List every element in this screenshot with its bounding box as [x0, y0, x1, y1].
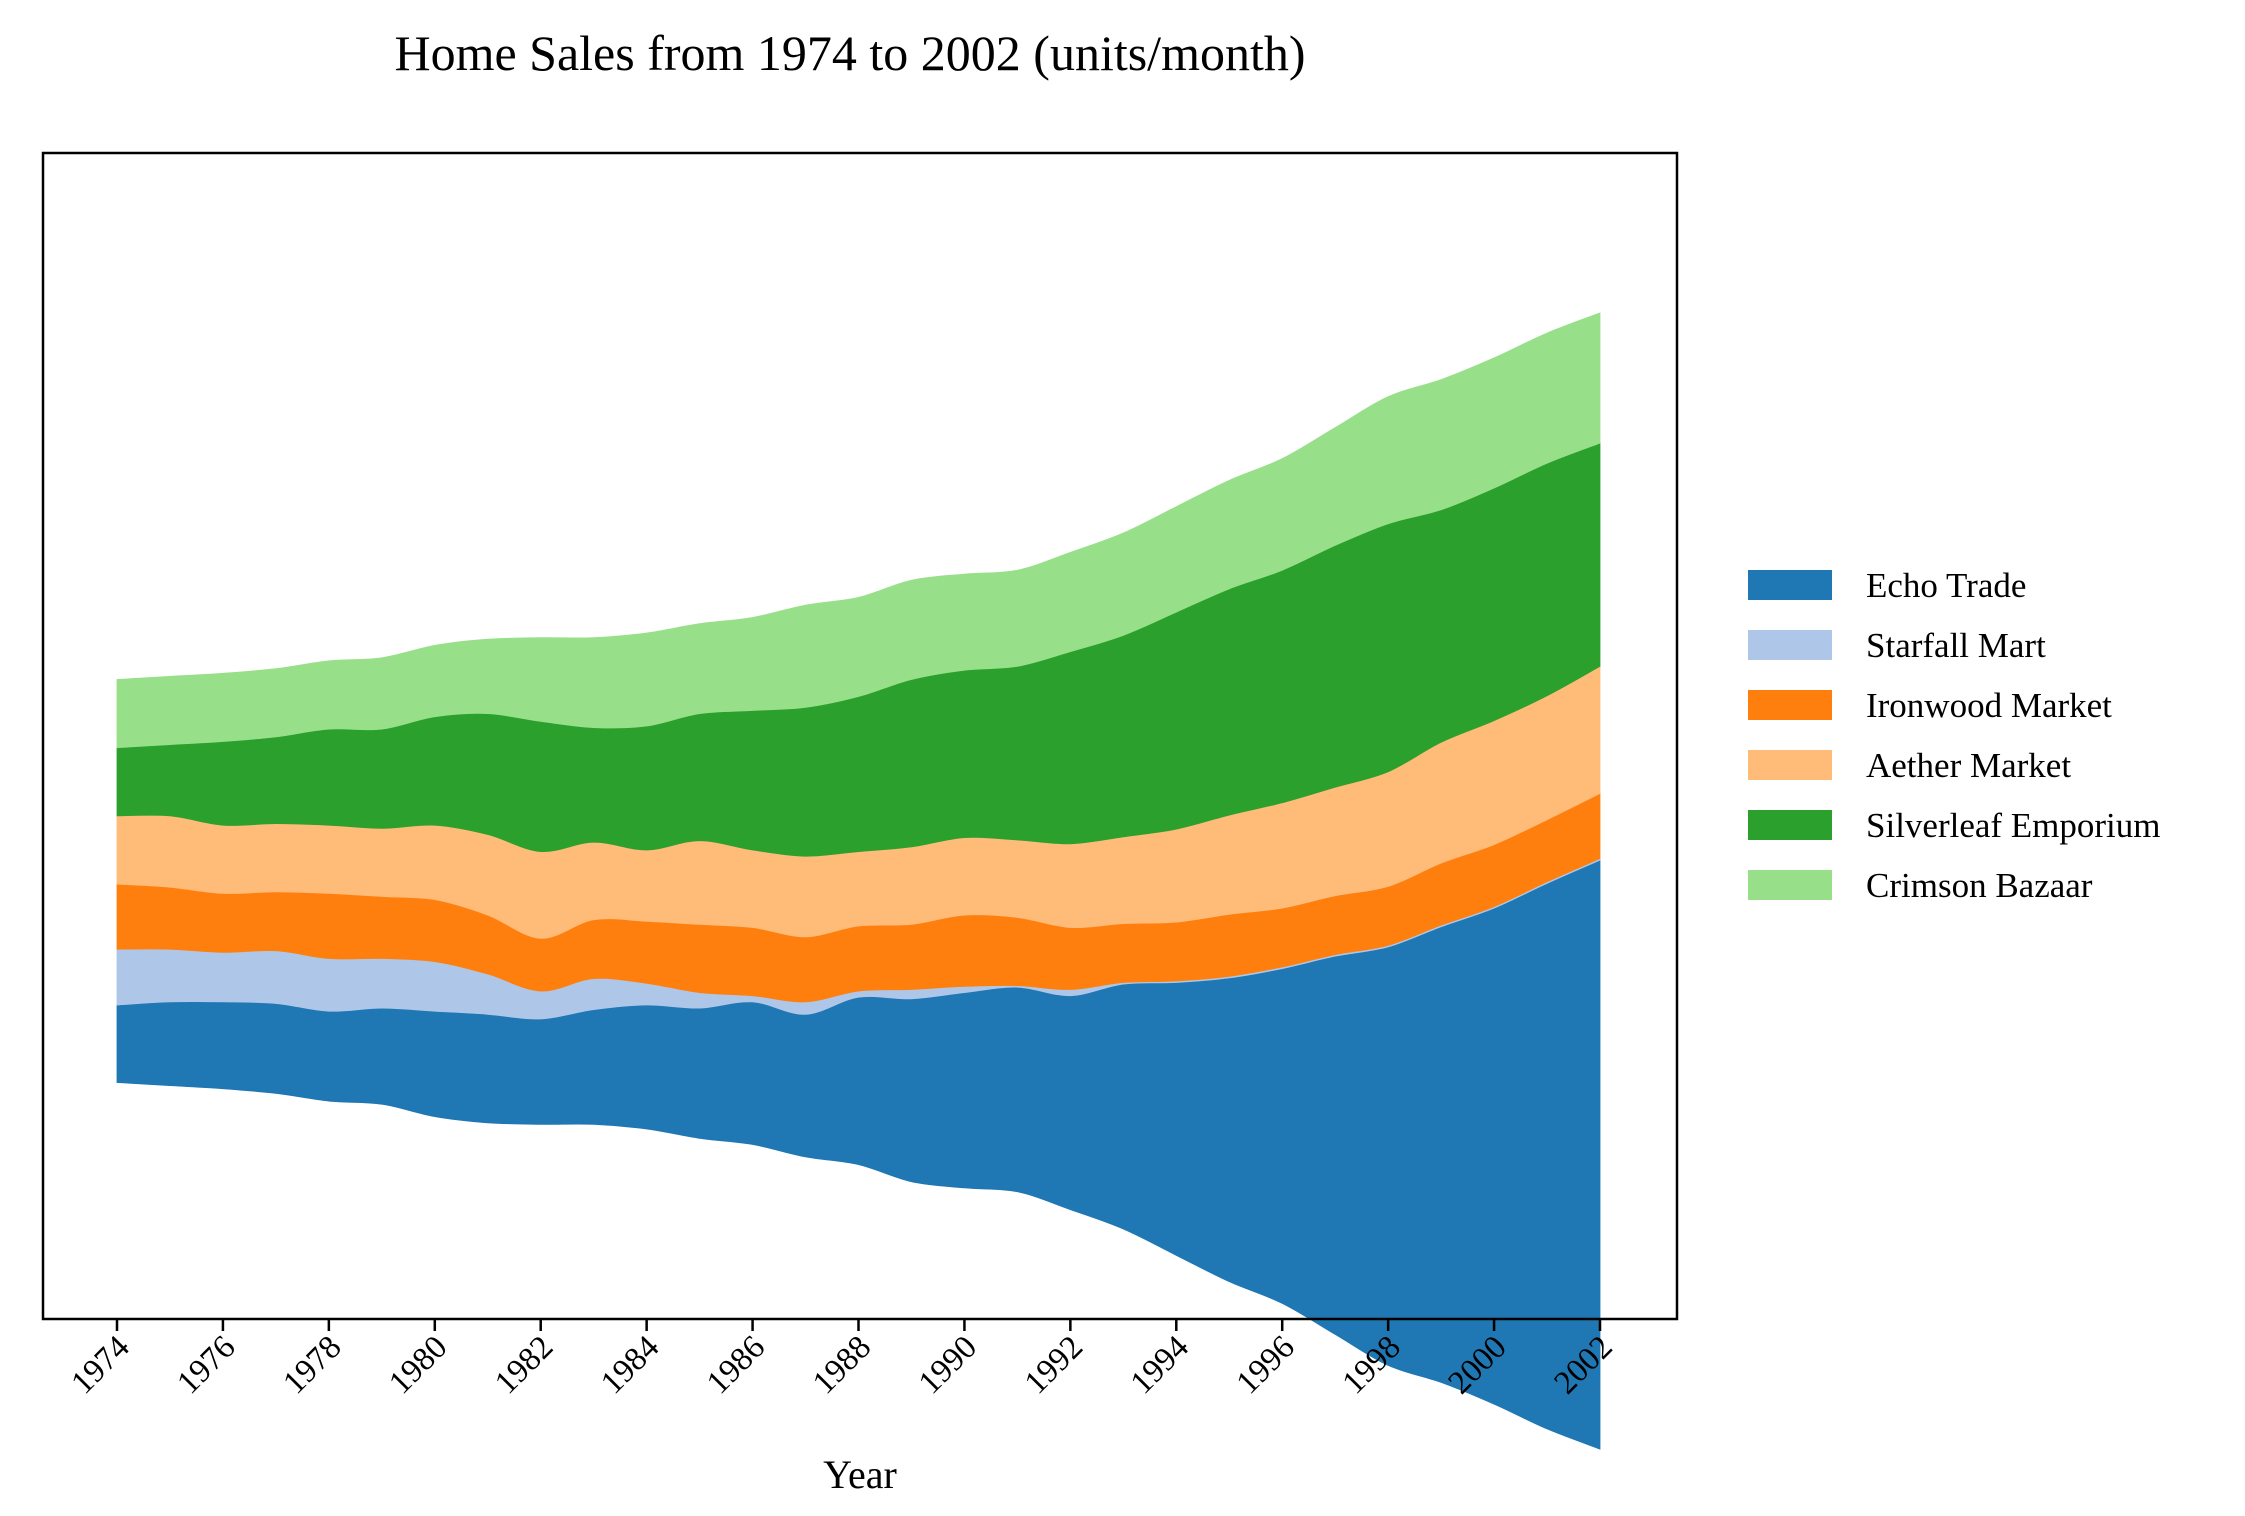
x-tick-label: 1976 [170, 1329, 242, 1401]
legend-label: Ironwood Market [1866, 686, 2112, 725]
x-tick-label: 1986 [700, 1329, 772, 1401]
legend-swatch [1748, 870, 1832, 900]
x-tick-label: 1994 [1124, 1329, 1196, 1401]
x-tick-label: 1992 [1018, 1329, 1090, 1401]
chart-title: Home Sales from 1974 to 2002 (units/mont… [394, 25, 1305, 81]
legend-label: Silverleaf Emporium [1866, 806, 2161, 845]
legend-swatch [1748, 630, 1832, 660]
x-tick-label: 1988 [806, 1329, 878, 1401]
stream-layers [116, 312, 1601, 1450]
x-tick-label: 1984 [594, 1329, 666, 1401]
stream-crimson-bazaar [116, 312, 1601, 749]
legend-label: Aether Market [1866, 746, 2071, 785]
x-tick-label: 1974 [65, 1329, 137, 1401]
x-tick-label: 1982 [488, 1329, 560, 1401]
legend: Echo Trade Starfall Mart Ironwood Market Ae… [1748, 566, 2161, 905]
x-tick-label: 1996 [1230, 1329, 1302, 1401]
legend-swatch [1748, 750, 1832, 780]
x-tick-label: 1990 [912, 1329, 984, 1401]
x-tick-label: 1978 [276, 1329, 348, 1401]
legend-swatch [1748, 810, 1832, 840]
legend-label: Starfall Mart [1866, 626, 2046, 665]
legend-label: Crimson Bazaar [1866, 866, 2093, 905]
legend-swatch [1748, 570, 1832, 600]
x-tick-label: 1980 [382, 1329, 454, 1401]
plot-frame [41, 151, 1679, 1321]
legend-swatch [1748, 690, 1832, 720]
legend-label: Echo Trade [1866, 566, 2026, 605]
x-axis-label: Year [823, 1452, 897, 1497]
